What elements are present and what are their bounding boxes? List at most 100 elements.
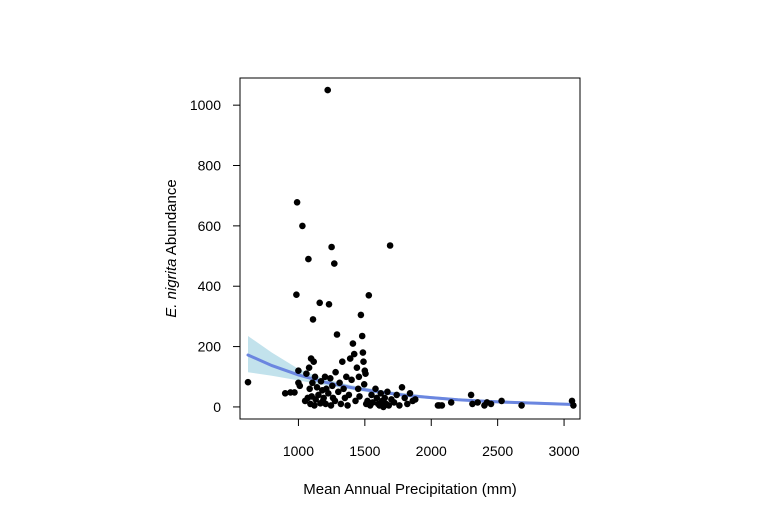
data-point	[386, 242, 394, 249]
data-point	[373, 394, 381, 402]
data-point	[518, 402, 525, 409]
data-point	[406, 390, 414, 397]
data-point	[412, 396, 419, 403]
x-tick-label: 2000	[416, 443, 447, 459]
data-point	[360, 381, 368, 388]
x-axis: 1000 1500 2000 2500 3000	[283, 418, 580, 459]
y-tick-label: 1000	[190, 97, 221, 113]
data-point	[377, 390, 385, 397]
data-point	[381, 394, 389, 402]
data-point	[306, 385, 314, 393]
data-point	[325, 390, 332, 397]
data-point	[313, 384, 321, 391]
y-axis-label-species: E. nigrita	[163, 259, 180, 318]
data-point	[296, 382, 304, 390]
data-point	[321, 373, 329, 381]
data-point	[384, 388, 391, 396]
data-point	[498, 397, 505, 405]
data-point	[487, 400, 495, 408]
data-point	[357, 311, 365, 319]
data-point	[335, 388, 342, 396]
data-point	[331, 397, 339, 405]
data-point	[322, 400, 330, 408]
data-point	[438, 402, 446, 409]
data-point	[309, 316, 317, 323]
data-point	[311, 373, 319, 381]
y-tick-label: 800	[198, 158, 222, 174]
data-point	[447, 399, 455, 406]
data-point	[329, 382, 336, 390]
data-point	[354, 385, 362, 393]
data-point	[336, 379, 343, 387]
data-point	[327, 375, 334, 382]
data-point	[305, 364, 313, 372]
data-point	[352, 397, 359, 405]
data-point	[353, 364, 361, 372]
x-tick-label: 2500	[482, 443, 513, 459]
y-tick-label: 200	[198, 339, 222, 355]
data-point	[346, 355, 354, 362]
data-point	[291, 389, 298, 396]
data-point	[244, 378, 252, 386]
data-point	[311, 402, 318, 409]
y-axis: 0 200 400 600 800 1000	[190, 97, 241, 415]
data-point	[303, 370, 310, 378]
data-point	[393, 391, 401, 399]
data-point	[310, 358, 318, 366]
data-point	[570, 402, 577, 409]
x-tick-label: 1000	[283, 443, 314, 459]
data-point	[327, 402, 335, 409]
data-point	[305, 255, 312, 263]
data-point	[315, 391, 322, 399]
data-point	[337, 400, 345, 408]
y-axis-label: E. nigrita Abundance	[163, 179, 180, 317]
data-point	[324, 86, 332, 94]
data-point	[344, 402, 351, 409]
data-point	[360, 358, 367, 366]
data-point	[320, 394, 328, 402]
data-point	[325, 301, 333, 308]
y-axis-label-suffix: Abundance	[163, 179, 180, 258]
data-point	[390, 399, 398, 406]
data-points-layer	[244, 86, 577, 411]
data-point	[467, 391, 475, 399]
data-point	[332, 368, 339, 376]
data-point	[350, 350, 358, 358]
data-point	[398, 384, 406, 391]
data-point	[349, 340, 357, 347]
data-point	[358, 332, 366, 340]
data-point	[309, 379, 316, 387]
data-point	[359, 349, 367, 356]
data-point	[281, 390, 289, 397]
data-point	[385, 402, 393, 409]
data-point	[469, 400, 476, 408]
data-point	[362, 370, 369, 378]
data-point	[340, 385, 347, 393]
data-point	[339, 358, 346, 366]
data-point	[317, 378, 325, 385]
data-point	[348, 376, 355, 384]
data-point	[365, 292, 373, 299]
x-axis-label: Mean Annual Precipitation (mm)	[303, 481, 516, 498]
data-point	[299, 222, 306, 230]
data-point	[328, 243, 335, 251]
data-point	[293, 291, 300, 299]
data-point	[293, 199, 301, 206]
data-point	[356, 393, 363, 400]
data-point	[368, 391, 375, 399]
data-point	[474, 399, 482, 406]
data-point	[331, 260, 338, 267]
data-point	[333, 331, 341, 338]
data-point	[401, 394, 409, 402]
data-point	[316, 299, 324, 307]
x-tick-label: 3000	[548, 443, 579, 459]
data-point	[369, 399, 377, 406]
x-tick-label: 1500	[349, 443, 380, 459]
data-point	[343, 373, 350, 381]
data-point	[345, 391, 353, 399]
data-point	[404, 400, 411, 408]
data-point	[355, 373, 363, 381]
data-point	[372, 385, 379, 393]
data-point	[396, 402, 403, 409]
